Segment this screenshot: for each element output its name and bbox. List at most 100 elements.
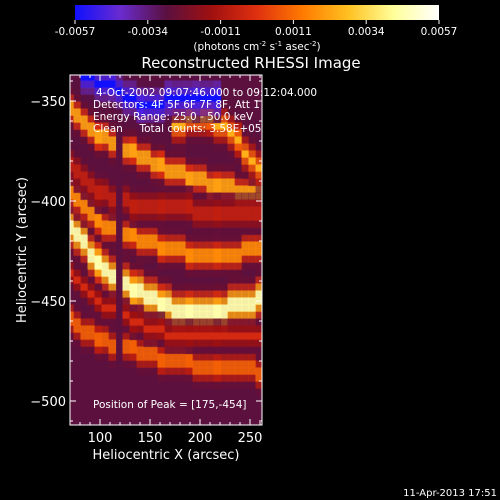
heatmap-cell bbox=[94, 255, 103, 264]
heatmap-cell bbox=[255, 206, 262, 215]
heatmap-cell bbox=[199, 311, 208, 320]
energy-range-label: Energy Range: 25.0 - 50.0 keV bbox=[93, 111, 254, 123]
heatmap-cell bbox=[80, 318, 89, 327]
heatmap-cell bbox=[150, 192, 159, 201]
heatmap-cell bbox=[192, 332, 201, 341]
heatmap-cell bbox=[255, 143, 262, 152]
heatmap-cell bbox=[164, 311, 173, 320]
heatmap-cell bbox=[136, 115, 145, 124]
heatmap-cell bbox=[241, 367, 250, 376]
heatmap-cell bbox=[241, 206, 250, 215]
heatmap-cell bbox=[157, 304, 166, 313]
heatmap-cell bbox=[129, 311, 138, 320]
heatmap-cell bbox=[115, 75, 124, 82]
heatmap-cell bbox=[171, 290, 180, 299]
heatmap-cell bbox=[122, 360, 131, 369]
heatmap-cell bbox=[185, 262, 194, 271]
heatmap-cell bbox=[199, 381, 208, 390]
heatmap-cell bbox=[87, 185, 96, 194]
heatmap-cell bbox=[143, 227, 152, 236]
heatmap-cell bbox=[150, 213, 159, 222]
heatmap-cell bbox=[136, 220, 145, 229]
heatmap-cell bbox=[143, 115, 152, 124]
heatmap-cell bbox=[255, 255, 262, 264]
heatmap-cell bbox=[102, 67, 110, 75]
heatmap-cell bbox=[248, 360, 257, 369]
heatmap-cell bbox=[101, 248, 110, 257]
heatmap-cell bbox=[255, 353, 262, 362]
heatmap-cell bbox=[136, 143, 145, 152]
heatmap-cell bbox=[185, 332, 194, 341]
colorbar bbox=[75, 5, 439, 20]
heatmap-cell bbox=[88, 67, 96, 75]
heatmap-cell bbox=[185, 206, 194, 215]
heatmap-cell bbox=[108, 297, 117, 306]
heatmap-cell bbox=[199, 129, 208, 138]
heatmap-cell bbox=[87, 143, 96, 152]
heatmap-cell bbox=[220, 248, 229, 257]
heatmap-cell bbox=[157, 101, 166, 110]
heatmap-cell bbox=[94, 276, 103, 285]
heatmap-cell bbox=[94, 311, 103, 320]
heatmap-cell bbox=[129, 262, 138, 271]
heatmap-cell bbox=[185, 192, 194, 201]
heatmap-cell bbox=[157, 255, 166, 264]
heatmap-cell bbox=[185, 255, 194, 264]
heatmap-cell bbox=[220, 129, 229, 138]
heatmap-cell bbox=[227, 346, 236, 355]
heatmap-cell bbox=[164, 374, 173, 383]
heatmap-cell bbox=[164, 80, 173, 89]
heatmap-cell bbox=[171, 164, 180, 173]
heatmap-cell bbox=[178, 262, 187, 271]
heatmap-cell bbox=[241, 353, 250, 362]
heatmap-cell bbox=[213, 199, 222, 208]
heatmap-cell bbox=[199, 353, 208, 362]
heatmap-cell bbox=[136, 339, 145, 348]
heatmap-cell bbox=[87, 115, 96, 124]
heatmap-cell bbox=[157, 262, 166, 271]
heatmap-cell bbox=[94, 136, 103, 145]
heatmap-cell bbox=[255, 227, 262, 236]
heatmap-cell bbox=[192, 360, 201, 369]
heatmap-cell bbox=[206, 325, 215, 334]
heatmap-cell bbox=[248, 220, 257, 229]
heatmap-cell bbox=[122, 290, 131, 299]
heatmap-cell bbox=[164, 185, 173, 194]
heatmap-cell bbox=[122, 269, 131, 278]
heatmap-cell bbox=[185, 171, 194, 180]
heatmap-cell bbox=[185, 325, 194, 334]
heatmap-cell bbox=[73, 339, 82, 348]
heatmap-cell bbox=[87, 318, 96, 327]
heatmap-cell bbox=[129, 297, 138, 306]
heatmap-cell bbox=[199, 339, 208, 348]
heatmap-cell bbox=[73, 318, 82, 327]
heatmap-cell bbox=[192, 115, 201, 124]
heatmap-cell bbox=[199, 171, 208, 180]
heatmap-cell bbox=[241, 381, 250, 390]
heatmap-cell bbox=[122, 353, 131, 362]
heatmap-cell bbox=[70, 276, 75, 285]
heatmap-cell bbox=[178, 164, 187, 173]
heatmap-cell bbox=[234, 178, 243, 187]
heatmap-cell bbox=[81, 53, 89, 61]
heatmap-cell bbox=[192, 290, 201, 299]
heatmap-cell bbox=[87, 241, 96, 250]
heatmap-cell bbox=[185, 269, 194, 278]
heatmap-cell bbox=[81, 60, 89, 68]
heatmap-cell bbox=[101, 115, 110, 124]
heatmap-cell bbox=[255, 248, 262, 257]
heatmap-cell bbox=[87, 94, 96, 103]
heatmap-cell bbox=[206, 241, 215, 250]
heatmap-cell bbox=[171, 101, 180, 110]
heatmap-cell bbox=[227, 304, 236, 313]
heatmap-cell bbox=[143, 234, 152, 243]
heatmap-cell bbox=[101, 94, 110, 103]
heatmap-cell bbox=[101, 290, 110, 299]
heatmap-cell bbox=[164, 262, 173, 271]
heatmap-cell bbox=[206, 346, 215, 355]
heatmap-cell bbox=[178, 220, 187, 229]
heatmap-cell bbox=[101, 178, 110, 187]
heatmap-cell bbox=[185, 122, 194, 131]
heatmap-cell bbox=[157, 311, 166, 320]
heatmap-cell bbox=[234, 171, 243, 180]
